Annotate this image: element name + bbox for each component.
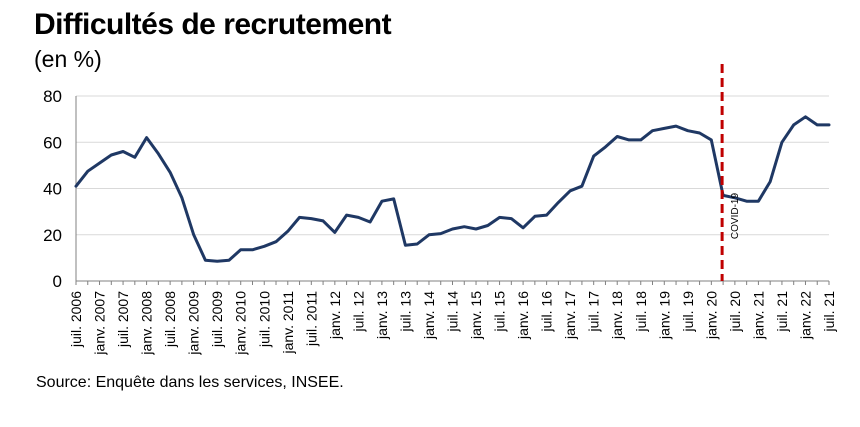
x-tick-label: juil. 21 (821, 291, 837, 333)
axes (75, 96, 830, 285)
x-tick-label: juil. 18 (633, 291, 649, 333)
x-tick-label: juil. 16 (539, 291, 555, 333)
x-tick-label: juil. 2009 (209, 291, 225, 348)
x-tick-label: juil. 15 (492, 291, 508, 333)
x-tick-label: janv. 14 (421, 291, 437, 340)
x-tick-label: janv. 22 (797, 291, 813, 340)
x-tick-label: janv. 21 (750, 291, 766, 340)
unit-label: (en %) (34, 46, 102, 72)
covid-label: COVID-19 (730, 193, 741, 240)
x-tick-label: janv. 19 (656, 291, 672, 340)
x-tick-label: janv. 16 (515, 291, 531, 340)
x-tick-label: juil. 2011 (303, 291, 319, 347)
series-line (74, 115, 831, 263)
x-tick-label: janv. 15 (468, 291, 484, 340)
x-tick-label: janv. 2010 (233, 291, 249, 356)
x-tick-label: juil. 17 (586, 291, 602, 333)
y-tick-label-20: 20 (43, 226, 62, 245)
series-layer (74, 115, 831, 263)
y-tick-label-0: 0 (53, 272, 62, 291)
x-tick-label: janv. 17 (562, 291, 578, 340)
x-tick-label: juil. 20 (727, 291, 743, 333)
y-tick-label-60: 60 (43, 133, 62, 152)
x-tick-label: janv. 2007 (92, 291, 108, 356)
x-tick-label: juil. 2006 (68, 291, 84, 348)
x-tick-label: janv. 13 (374, 291, 390, 340)
x-tick-label: juil. 2008 (162, 291, 178, 348)
x-tick-label: janv. 20 (703, 291, 719, 340)
gridlines (76, 95, 829, 236)
x-tick-label: janv. 18 (609, 291, 625, 340)
x-tick-label: juil. 21 (774, 291, 790, 333)
chart-title: Difficultés de recrutement (34, 8, 392, 41)
x-tick-label: janv. 2011 (280, 291, 296, 355)
x-tick-label: juil. 2007 (115, 291, 131, 348)
y-tick-label-80: 80 (43, 87, 62, 106)
x-tick-label: juil. 19 (680, 291, 696, 333)
x-tick-label: juil. 2010 (256, 291, 272, 348)
annotation-layer: COVID-19 (720, 64, 741, 281)
x-tick-label: juil. 14 (445, 291, 461, 333)
y-axis-ticks: 0 20 40 60 80 (43, 87, 62, 291)
x-tick-label: janv. 2009 (186, 291, 202, 356)
source-note: Source: Enquête dans les services, INSEE… (36, 374, 344, 391)
x-tick-label: janv. 2008 (139, 291, 155, 356)
x-tick-label: janv. 12 (327, 291, 343, 340)
x-tick-label: juil. 12 (350, 291, 366, 333)
x-tick-label: juil. 13 (397, 291, 413, 333)
x-axis-ticks: juil. 2006 janv. 2007 juil. 2007 janv. 2008… (68, 291, 837, 356)
y-tick-label-40: 40 (43, 180, 62, 199)
